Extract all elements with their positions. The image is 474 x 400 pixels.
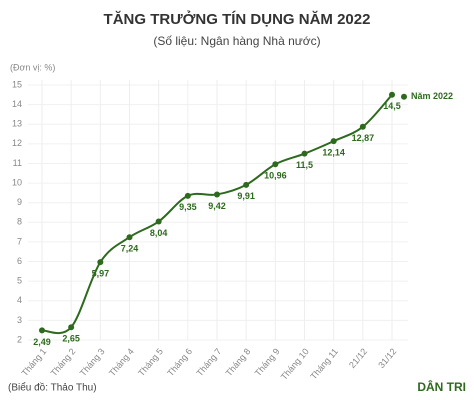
point — [184, 192, 191, 199]
point — [301, 150, 308, 157]
x-tick-label: Tháng 1 — [19, 346, 48, 378]
point — [272, 161, 279, 168]
x-tick-label: Tháng 3 — [78, 346, 107, 378]
x-tick-label: Tháng 2 — [49, 346, 78, 378]
chart-title: TĂNG TRƯỞNG TÍN DỤNG NĂM 2022 — [104, 10, 371, 28]
y-tick-label: 14 — [12, 99, 22, 109]
x-tick-label: Tháng 4 — [107, 346, 136, 378]
point — [359, 123, 366, 130]
x-tick-label: Tháng 6 — [165, 346, 194, 378]
point — [68, 324, 75, 331]
legend-marker — [401, 93, 407, 100]
value-label: 5,97 — [92, 269, 110, 279]
y-tick-label: 11 — [13, 158, 22, 168]
logo: DÂN TRI — [417, 379, 466, 394]
y-tick-label: 12 — [12, 138, 22, 148]
y-tick-label: 4 — [17, 295, 22, 305]
x-tick-label: 21/12 — [347, 346, 369, 370]
value-label: 9,42 — [208, 201, 226, 211]
point — [97, 259, 104, 266]
value-label: 9,35 — [179, 202, 197, 212]
y-tick-label: 2 — [17, 334, 22, 344]
y-tick-label: 10 — [12, 177, 22, 187]
value-label: 2,49 — [33, 337, 51, 347]
legend-label: Năm 2022 — [411, 91, 453, 101]
value-label: 8,04 — [150, 228, 168, 238]
y-tick-label: 13 — [12, 119, 22, 129]
x-tick-label: Tháng 8 — [224, 346, 253, 378]
point — [126, 234, 133, 241]
point — [214, 191, 220, 198]
y-tick-label: 6 — [17, 256, 22, 266]
value-label: 12,87 — [352, 133, 375, 143]
point — [243, 181, 250, 188]
y-tick-label: 5 — [17, 276, 22, 286]
unit-label: (Đơn vị: %) — [10, 62, 55, 72]
x-tick-label: Tháng 5 — [136, 346, 165, 378]
y-tick-label: 3 — [17, 315, 22, 325]
y-tick-label: 8 — [17, 217, 22, 227]
y-tick-label: 9 — [17, 197, 22, 207]
value-label: 14,5 — [383, 101, 401, 111]
point — [155, 218, 162, 225]
chart-subtitle: (Số liệu: Ngân hàng Nhà nước) — [153, 34, 320, 48]
value-label: 2,65 — [62, 334, 80, 344]
y-tick-label: 15 — [12, 79, 22, 89]
x-tick-label: Tháng 11 — [308, 346, 340, 381]
value-label: 11,5 — [296, 160, 313, 170]
value-label: 10,96 — [264, 171, 287, 181]
point — [389, 91, 395, 98]
x-tick-label: Tháng 7 — [194, 346, 223, 378]
x-tick-label: 31/12 — [376, 346, 398, 370]
point — [330, 138, 337, 145]
y-tick-label: 7 — [17, 236, 22, 246]
value-label: 7,24 — [121, 244, 139, 254]
value-label: 12,14 — [322, 147, 345, 157]
value-label: 9,91 — [237, 191, 255, 201]
x-tick-label: Tháng 9 — [253, 346, 282, 378]
x-tick-label: Tháng 10 — [279, 346, 311, 382]
source: (Biểu đồ: Thảo Thu) — [8, 382, 97, 394]
point — [39, 327, 45, 334]
